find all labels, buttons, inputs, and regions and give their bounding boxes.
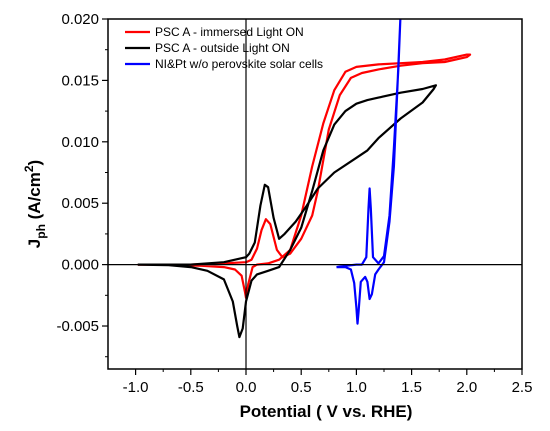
x-tick-label: 1.0 xyxy=(346,379,367,396)
series-line-1 xyxy=(137,53,472,299)
y-tick-label: 0.010 xyxy=(61,134,99,151)
y-tick-label: -0.005 xyxy=(56,318,99,335)
x-tick-label: 2.0 xyxy=(456,379,477,396)
y-tick-label: 0.015 xyxy=(61,72,99,89)
x-axis-title: Potential ( V vs. RHE) xyxy=(240,402,413,421)
y-tick-label: 0.005 xyxy=(61,195,99,212)
legend-label-3: NI&Pt w/o perovskite solar cells xyxy=(155,57,323,71)
y-axis-title-unit-close: ) xyxy=(25,160,44,166)
x-tick-label: 1.5 xyxy=(401,379,422,396)
plot-frame xyxy=(107,18,523,370)
x-tick-label: -1.0 xyxy=(123,379,149,396)
x-tick-label: 2.5 xyxy=(512,379,533,396)
x-tick-label: 0.0 xyxy=(236,379,257,396)
series-line-3 xyxy=(336,19,402,325)
y-axis-title-unit-sup: 2 xyxy=(22,165,36,172)
y-axis-ticks: -0.005 0.000 0.005 0.010 0.015 0.020 xyxy=(56,11,108,358)
legend: PSC A - immersed Light ON PSC A - outside… xyxy=(125,25,323,71)
y-axis-title-main: J xyxy=(25,239,44,248)
x-tick-label: 0.5 xyxy=(291,379,312,396)
x-axis-ticks: -1.0 -0.5 0.0 0.5 1.0 1.5 2.0 2.5 xyxy=(123,369,533,396)
series-line-2 xyxy=(137,84,437,339)
y-axis-title-unit: (A/cm xyxy=(25,172,44,224)
legend-label-2: PSC A - outside Light ON xyxy=(155,41,290,55)
y-axis-title-sub: ph xyxy=(34,224,48,239)
zero-lines xyxy=(108,19,522,369)
plot-lines xyxy=(137,19,472,339)
x-tick-label: -0.5 xyxy=(178,379,204,396)
y-axis-title: Jph (A/cm2) xyxy=(22,160,48,248)
legend-label-1: PSC A - immersed Light ON xyxy=(155,25,304,39)
y-tick-label: 0.020 xyxy=(61,11,99,28)
y-tick-label: 0.000 xyxy=(61,257,99,274)
